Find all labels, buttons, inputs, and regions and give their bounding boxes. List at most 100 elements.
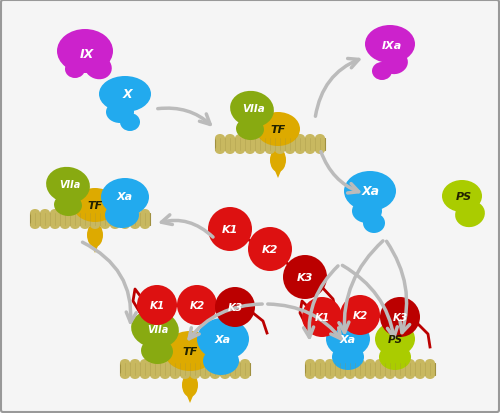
Text: K1: K1 xyxy=(314,312,330,322)
Ellipse shape xyxy=(455,202,485,228)
Ellipse shape xyxy=(302,297,342,337)
Text: PS: PS xyxy=(388,334,402,344)
Ellipse shape xyxy=(160,359,170,367)
Ellipse shape xyxy=(335,371,345,379)
Ellipse shape xyxy=(182,373,198,397)
Ellipse shape xyxy=(50,209,60,218)
Text: Xa: Xa xyxy=(362,185,380,198)
Ellipse shape xyxy=(73,189,117,223)
Ellipse shape xyxy=(245,147,255,154)
Ellipse shape xyxy=(315,147,325,154)
Ellipse shape xyxy=(305,371,315,379)
Ellipse shape xyxy=(395,371,405,379)
Ellipse shape xyxy=(315,359,325,367)
Text: K3: K3 xyxy=(392,312,407,322)
Text: K2: K2 xyxy=(262,244,278,254)
Ellipse shape xyxy=(203,347,239,375)
Text: K2: K2 xyxy=(190,300,204,310)
Ellipse shape xyxy=(190,371,200,379)
Text: K2: K2 xyxy=(352,310,368,320)
Ellipse shape xyxy=(215,135,225,142)
Ellipse shape xyxy=(230,92,274,128)
Ellipse shape xyxy=(131,310,179,348)
Ellipse shape xyxy=(100,209,110,218)
Ellipse shape xyxy=(335,359,345,367)
Ellipse shape xyxy=(372,63,392,81)
Ellipse shape xyxy=(230,359,240,367)
Ellipse shape xyxy=(405,359,415,367)
Ellipse shape xyxy=(295,135,305,142)
Text: K3: K3 xyxy=(228,302,242,312)
Ellipse shape xyxy=(275,147,285,154)
Ellipse shape xyxy=(235,135,245,142)
Ellipse shape xyxy=(80,221,90,230)
Ellipse shape xyxy=(65,61,85,79)
Ellipse shape xyxy=(240,359,250,367)
Text: VIIa: VIIa xyxy=(148,324,169,334)
Ellipse shape xyxy=(60,221,70,230)
Ellipse shape xyxy=(120,114,140,132)
Ellipse shape xyxy=(110,209,120,218)
Ellipse shape xyxy=(283,255,327,299)
Ellipse shape xyxy=(106,102,134,124)
Ellipse shape xyxy=(46,167,90,204)
Ellipse shape xyxy=(315,135,325,142)
Ellipse shape xyxy=(365,359,375,367)
Ellipse shape xyxy=(180,359,190,367)
Ellipse shape xyxy=(140,221,150,230)
Text: VIIa: VIIa xyxy=(60,180,80,190)
Ellipse shape xyxy=(385,359,395,367)
Ellipse shape xyxy=(70,221,80,230)
Ellipse shape xyxy=(225,135,235,142)
Ellipse shape xyxy=(170,359,180,367)
Ellipse shape xyxy=(375,322,415,356)
Ellipse shape xyxy=(355,359,365,367)
Ellipse shape xyxy=(177,285,217,325)
Ellipse shape xyxy=(60,209,70,218)
Ellipse shape xyxy=(265,147,275,154)
Ellipse shape xyxy=(99,77,151,113)
Ellipse shape xyxy=(225,147,235,154)
Ellipse shape xyxy=(235,147,245,154)
Ellipse shape xyxy=(200,371,210,379)
Ellipse shape xyxy=(215,147,225,154)
Ellipse shape xyxy=(345,359,355,367)
Ellipse shape xyxy=(285,147,295,154)
Ellipse shape xyxy=(130,371,140,379)
Ellipse shape xyxy=(379,344,411,370)
Text: Xa: Xa xyxy=(117,192,133,202)
Ellipse shape xyxy=(57,30,113,74)
Ellipse shape xyxy=(80,209,90,218)
Ellipse shape xyxy=(120,371,130,379)
Ellipse shape xyxy=(210,359,220,367)
Ellipse shape xyxy=(90,221,100,230)
Ellipse shape xyxy=(365,371,375,379)
Ellipse shape xyxy=(240,371,250,379)
Ellipse shape xyxy=(208,207,252,252)
Ellipse shape xyxy=(415,371,425,379)
Ellipse shape xyxy=(130,359,140,367)
Ellipse shape xyxy=(245,135,255,142)
Ellipse shape xyxy=(100,221,110,230)
Bar xyxy=(215,139,325,151)
Text: VIIa: VIIa xyxy=(242,104,266,114)
Ellipse shape xyxy=(255,147,265,154)
Ellipse shape xyxy=(40,221,50,230)
Ellipse shape xyxy=(197,318,249,360)
Ellipse shape xyxy=(352,199,382,223)
Ellipse shape xyxy=(375,371,385,379)
Bar xyxy=(30,214,150,225)
Ellipse shape xyxy=(270,149,286,173)
Text: PS: PS xyxy=(456,192,472,202)
Ellipse shape xyxy=(332,344,364,370)
Ellipse shape xyxy=(425,371,435,379)
Ellipse shape xyxy=(130,221,140,230)
Ellipse shape xyxy=(150,371,160,379)
Polygon shape xyxy=(273,166,283,178)
Ellipse shape xyxy=(140,209,150,218)
Ellipse shape xyxy=(200,359,210,367)
Ellipse shape xyxy=(415,359,425,367)
Ellipse shape xyxy=(101,178,149,216)
Polygon shape xyxy=(185,391,195,403)
Ellipse shape xyxy=(215,287,255,327)
